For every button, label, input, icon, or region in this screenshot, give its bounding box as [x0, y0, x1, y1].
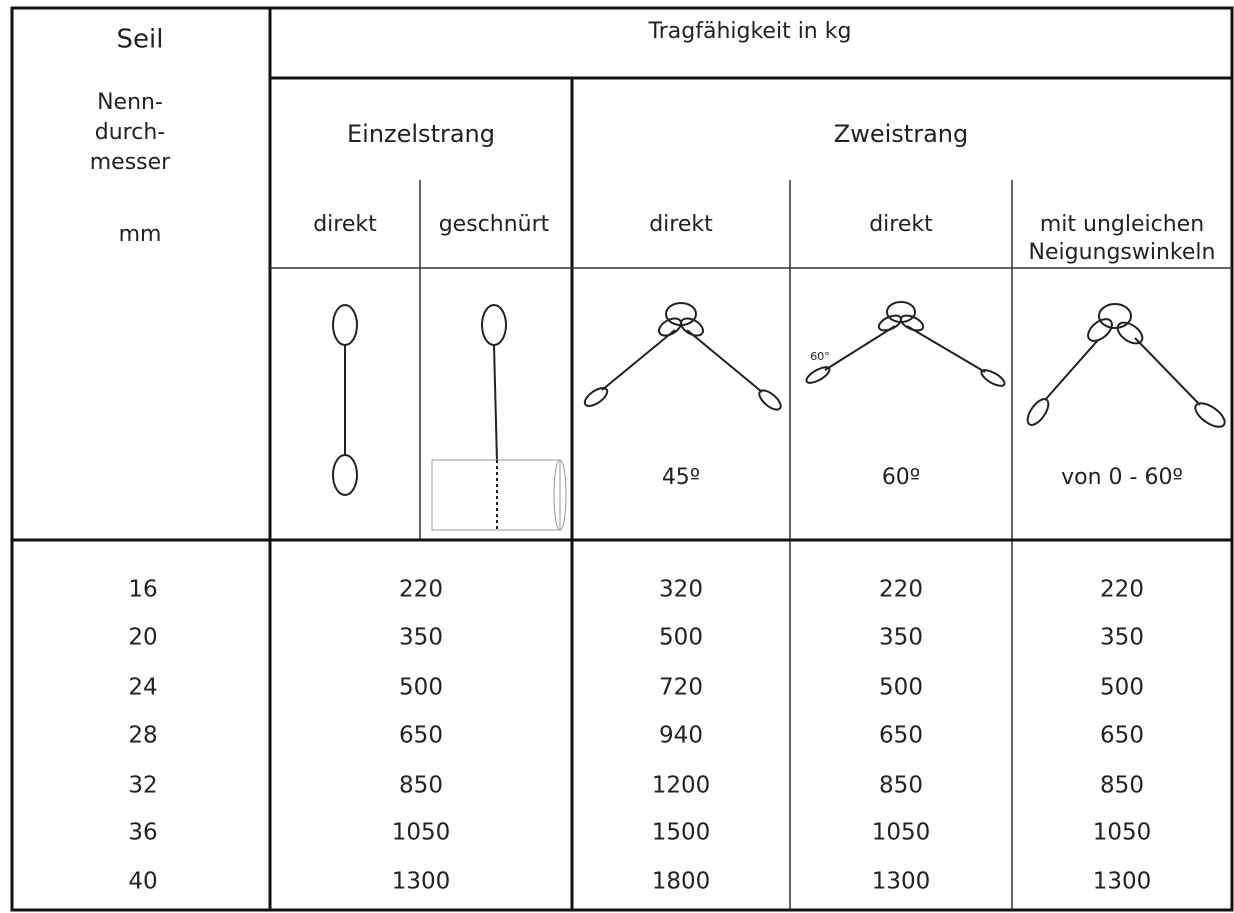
- capacity-cell: 720: [659, 675, 703, 701]
- capacity-cell: 1800: [652, 869, 711, 895]
- capacity-cell: 650: [399, 723, 443, 749]
- diameter-cell: 16: [128, 577, 157, 603]
- unit: mm: [119, 222, 162, 247]
- capacity-cell: 500: [659, 625, 703, 651]
- capacity-cell: 350: [879, 625, 923, 651]
- figure-double-uneven: [1024, 304, 1229, 431]
- load-table: Seil Nenn- durch- messer mm Tragfähigkei…: [0, 0, 1234, 913]
- column-heading: direkt: [869, 212, 933, 237]
- capacity-cell: 1300: [1093, 869, 1152, 895]
- diameter-cell: 32: [128, 773, 157, 799]
- capacity-cell: 1050: [1093, 820, 1152, 846]
- diameter-heading: Nenn-: [97, 90, 163, 115]
- column-heading: direkt: [313, 212, 377, 237]
- capacity-cell: 850: [1100, 773, 1144, 799]
- capacity-cell: 220: [399, 577, 443, 603]
- diameter-heading: durch-: [95, 120, 165, 145]
- capacity-cell: 1500: [652, 820, 711, 846]
- capacity-cell: 350: [399, 625, 443, 651]
- capacity-cell: 500: [1100, 675, 1144, 701]
- capacity-cell: 850: [879, 773, 923, 799]
- capacity-cell: 350: [1100, 625, 1144, 651]
- capacity-cell: 1300: [392, 869, 451, 895]
- capacity-heading: Tragfähigkeit in kg: [648, 19, 852, 44]
- capacity-cell: 850: [399, 773, 443, 799]
- diameter-cell: 28: [128, 723, 157, 749]
- capacity-cell: 220: [879, 577, 923, 603]
- diameter-cell: 36: [128, 820, 157, 846]
- column-heading: direkt: [649, 212, 713, 237]
- capacity-cell: 220: [1100, 577, 1144, 603]
- column-heading: mit ungleichen: [1040, 212, 1204, 237]
- figure-label: 60°: [810, 350, 830, 363]
- capacity-cell: 650: [1100, 723, 1144, 749]
- capacity-cell: 1300: [872, 869, 931, 895]
- table-border: [12, 8, 1232, 910]
- capacity-cell: 320: [659, 577, 703, 603]
- capacity-cell: 650: [879, 723, 923, 749]
- angle: 60º: [882, 465, 920, 490]
- diameter-cell: 20: [128, 625, 157, 651]
- capacity-cell: 500: [879, 675, 923, 701]
- rope-heading: Seil: [117, 25, 164, 55]
- capacity-cell: 940: [659, 723, 703, 749]
- figure-single-direct: [333, 305, 357, 495]
- diameter-cell: 40: [128, 869, 157, 895]
- figure-double-60: [804, 302, 1007, 389]
- diameter-cell: 24: [128, 675, 157, 701]
- group-heading: Einzelstrang: [347, 120, 495, 148]
- column-heading: geschnürt: [439, 212, 550, 237]
- group-heading: Zweistrang: [834, 120, 968, 148]
- figure-double-45: [582, 303, 784, 413]
- diameter-heading: messer: [90, 150, 171, 175]
- column-heading: Neigungswinkeln: [1029, 240, 1216, 265]
- figure-single-choked: [432, 305, 566, 530]
- capacity-cell: 1200: [652, 773, 711, 799]
- capacity-cell: 500: [399, 675, 443, 701]
- capacity-cell: 1050: [392, 820, 451, 846]
- angle: von 0 - 60º: [1061, 465, 1183, 490]
- capacity-cell: 1050: [872, 820, 931, 846]
- angle: 45º: [662, 465, 700, 490]
